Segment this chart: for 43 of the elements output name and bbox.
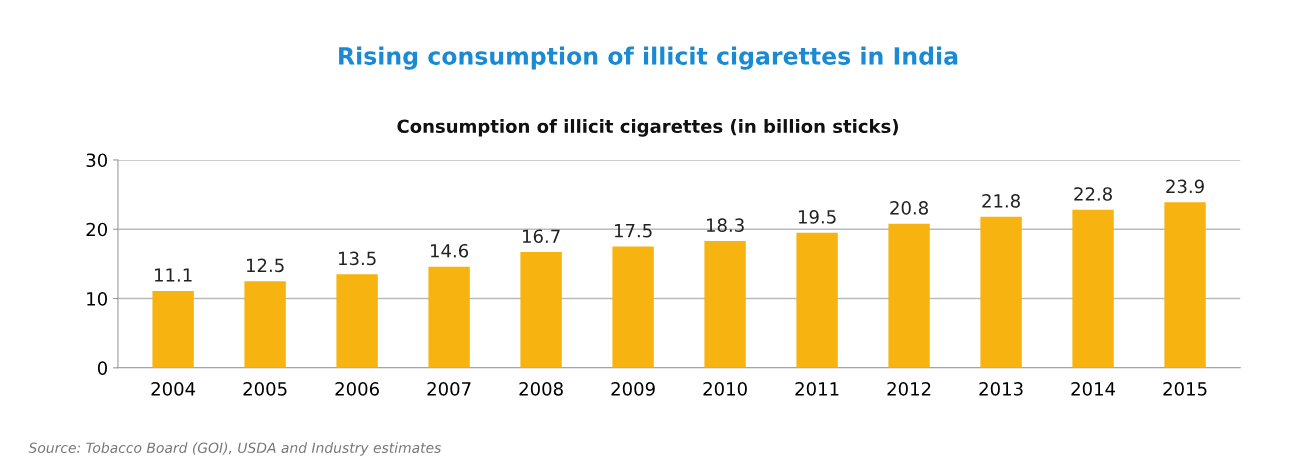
chart-subtitle: Consumption of illicit cigarettes (in billion sticks) <box>397 119 898 137</box>
data-label: 22.8 <box>1074 187 1112 201</box>
y-tick-label: 30 <box>86 153 108 168</box>
bar <box>244 281 286 368</box>
source-note: Source: Tobacco Board (GOI), USDA and Industry estimates <box>28 442 442 456</box>
bar <box>1072 209 1114 368</box>
data-label: 11.1 <box>155 268 192 282</box>
x-tick-label: 2006 <box>335 382 379 396</box>
y-tick-label: 20 <box>86 222 108 237</box>
data-label: 12.5 <box>247 258 284 273</box>
data-label: 20.8 <box>890 200 928 215</box>
chart-title: Rising consumption of illicit cigarettes in India <box>339 46 958 70</box>
bar <box>796 232 838 368</box>
bar <box>612 246 654 368</box>
y-tick-label: 0 <box>97 361 108 375</box>
bar <box>520 252 562 368</box>
data-label: 21.8 <box>982 194 1020 208</box>
x-tick-label: 2012 <box>887 382 931 396</box>
bar <box>336 274 378 368</box>
data-label: 14.6 <box>431 243 469 258</box>
y-tick-label: 10 <box>87 291 108 306</box>
x-tick-label: 2015 <box>1163 382 1207 396</box>
data-label: 17.5 <box>614 224 652 238</box>
x-tick-label: 2010 <box>703 382 747 396</box>
bar <box>152 290 194 368</box>
bar <box>704 241 746 368</box>
x-tick-label: 2009 <box>611 382 655 396</box>
bar <box>1164 202 1206 368</box>
x-tick-label: 2007 <box>427 382 471 396</box>
bar <box>888 223 930 368</box>
data-label: 18.3 <box>706 218 744 232</box>
x-tick-label: 2004 <box>151 382 196 396</box>
data-label: 23.9 <box>1166 179 1204 194</box>
x-tick-label: 2005 <box>243 382 287 396</box>
bar <box>980 216 1022 368</box>
data-label: 19.5 <box>798 210 836 224</box>
bar <box>428 266 470 368</box>
x-tick-label: 2011 <box>795 382 839 396</box>
x-tick-label: 2013 <box>979 382 1023 396</box>
x-tick-label: 2008 <box>519 382 563 396</box>
data-label: 13.5 <box>339 251 376 266</box>
data-label: 16.7 <box>522 229 560 244</box>
x-tick-label: 2014 <box>1071 382 1116 396</box>
